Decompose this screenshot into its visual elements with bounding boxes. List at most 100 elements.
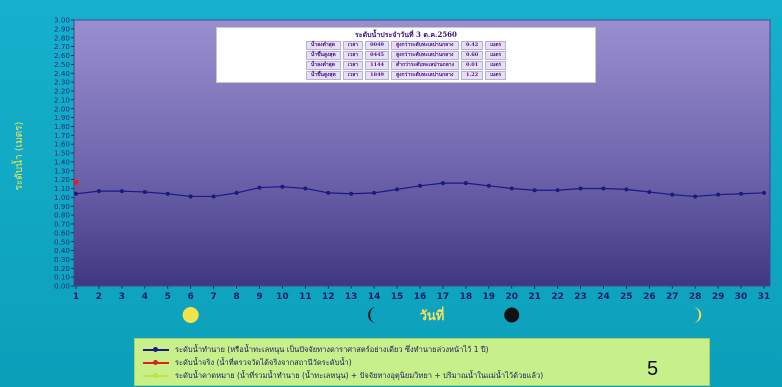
data-point <box>739 191 744 196</box>
table-cell: 0.60 <box>461 51 484 60</box>
table-cell: เวลา <box>342 41 364 50</box>
x-tick-label: 28 <box>689 292 702 302</box>
x-tick-label: 1 <box>73 292 79 302</box>
data-point <box>532 188 537 193</box>
table-cell: สูงกว่าระดับทะเลปานกลาง <box>391 41 460 50</box>
tide-table: ระดับน้ำประจำวันที่ 3 ต.ค.2560 น้ำลงต่ำส… <box>216 27 596 83</box>
data-point <box>280 184 285 189</box>
table-cell: เวลา <box>342 71 364 80</box>
y-tick-label: 0.00 <box>54 282 70 291</box>
table-row: น้ำขึ้นสูงสุด เวลา 1849 สูงกว่าระดับทะเล… <box>305 71 507 80</box>
legend-line-star-icon <box>143 357 169 369</box>
table-cell: เวลา <box>342 51 364 60</box>
table-cell: 0445 <box>365 51 390 60</box>
x-tick-label: 7 <box>210 292 216 302</box>
x-tick-label: 11 <box>299 292 312 302</box>
y-tick-label: 2.60 <box>54 51 70 60</box>
y-tick-label: 2.30 <box>54 78 70 87</box>
full-moon-icon <box>182 307 199 323</box>
tide-table-grid: น้ำลงต่ำสุด เวลา 0049 สูงกว่าระดับทะเลปา… <box>304 40 508 81</box>
data-point <box>693 194 698 199</box>
y-tick-label: 1.10 <box>54 184 70 193</box>
y-tick-label: 2.20 <box>54 87 70 96</box>
data-point <box>647 190 652 195</box>
y-tick-label: 0.60 <box>54 228 70 237</box>
y-tick-label: 0.50 <box>54 237 70 246</box>
table-cell: 0.01 <box>461 61 484 70</box>
y-tick-label: 0.40 <box>54 246 70 255</box>
data-point <box>303 186 308 191</box>
x-tick-label: 18 <box>460 292 473 302</box>
table-row: น้ำลงต่ำสุด เวลา 0049 สูงกว่าระดับทะเลปา… <box>305 41 507 50</box>
x-tick-label: 22 <box>551 292 564 302</box>
y-tick-label: 1.30 <box>54 166 70 175</box>
y-tick-label: 1.60 <box>54 140 70 149</box>
data-point <box>165 191 170 196</box>
y-tick-label: 0.80 <box>54 211 70 220</box>
chart-legend: ระดับน้ำทำนาย (หรือน้ำทะเลหนุน เป็นปัจจั… <box>134 338 710 386</box>
x-tick-label: 31 <box>758 292 771 302</box>
x-tick-label: 25 <box>620 292 633 302</box>
data-point <box>463 181 468 186</box>
data-point <box>257 185 262 190</box>
data-point <box>486 183 491 188</box>
new-moon-icon <box>504 307 520 323</box>
data-point <box>142 190 147 195</box>
y-tick-label: 1.00 <box>54 193 70 202</box>
legend-line-dot-icon <box>143 370 169 382</box>
table-cell: เมตร <box>485 41 507 50</box>
data-point <box>509 186 514 191</box>
page-number: 5 <box>647 358 659 380</box>
x-tick-label: 30 <box>735 292 748 302</box>
data-point <box>119 189 124 194</box>
data-point <box>96 189 101 194</box>
x-tick-label: 12 <box>322 292 335 302</box>
y-tick-label: 2.00 <box>54 104 70 113</box>
table-cell: เวลา <box>342 61 364 70</box>
data-point <box>762 190 766 195</box>
y-tick-label: 0.20 <box>54 264 70 273</box>
x-tick-label: 26 <box>643 292 656 302</box>
legend-label: ระดับน้ำทำนาย (หรือน้ำทะเลหนุน เป็นปัจจั… <box>175 345 489 354</box>
crescent-moon-icon <box>693 307 702 323</box>
y-tick-label: 1.40 <box>54 157 70 166</box>
data-point <box>234 190 239 195</box>
x-tick-label: 23 <box>574 292 587 302</box>
x-tick-label: 21 <box>528 292 541 302</box>
y-tick-label: 2.10 <box>54 95 70 104</box>
y-tick-label: 2.50 <box>54 60 70 69</box>
data-point <box>188 194 193 199</box>
legend-item-actual: ระดับน้ำจริง (น้ำที่ตรวจวัดได้จริงจากสถา… <box>143 357 352 369</box>
data-point <box>395 187 400 192</box>
y-tick-label: 1.70 <box>54 131 70 140</box>
x-tick-label: 17 <box>437 292 450 302</box>
x-axis: 1 2 3 4 5 6 7 8 9 10 11 12 13 14 15 16 17 18 19 20 21 22 23 24 2… <box>73 286 770 302</box>
table-row: น้ำลงต่ำสุด เวลา 1144 ต่ำกว่าระดับทะเลปา… <box>305 61 507 70</box>
data-point <box>418 183 422 188</box>
data-point <box>372 190 377 195</box>
table-cell: 0049 <box>365 41 390 50</box>
data-point <box>624 187 629 192</box>
table-cell: น้ำขึ้นสูงสุด <box>305 71 341 80</box>
y-tick-label: 3.00 <box>54 16 70 25</box>
table-cell: น้ำลงต่ำสุด <box>305 41 341 50</box>
x-tick-label: 6 <box>188 292 194 302</box>
y-tick-label: 2.80 <box>54 33 70 42</box>
table-cell: น้ำลงต่ำสุด <box>305 61 341 70</box>
x-tick-label: 10 <box>276 292 289 302</box>
x-tick-label: 2 <box>96 292 102 302</box>
table-cell: น้ำขึ้นสูงสุด <box>305 51 341 60</box>
y-tick-label: 2.70 <box>54 42 70 51</box>
series-layer <box>73 179 766 199</box>
data-point <box>211 194 216 199</box>
table-cell: เมตร <box>485 61 507 70</box>
y-tick-label: 1.80 <box>54 122 70 131</box>
legend-item-predicted: ระดับน้ำทำนาย (หรือน้ำทะเลหนุน เป็นปัจจั… <box>143 344 489 356</box>
tide-table-title: ระดับน้ำประจำวันที่ 3 ต.ค.2560 <box>355 30 457 39</box>
y-tick-label: 0.30 <box>54 255 70 264</box>
data-point <box>74 191 78 196</box>
table-row: น้ำขึ้นสูงสุด เวลา 0445 สูงกว่าระดับทะเล… <box>305 51 507 60</box>
y-tick-label: 0.70 <box>54 220 70 229</box>
x-axis-label: วันที่ <box>420 306 445 324</box>
table-cell: สูงกว่าระดับทะเลปานกลาง <box>391 71 460 80</box>
